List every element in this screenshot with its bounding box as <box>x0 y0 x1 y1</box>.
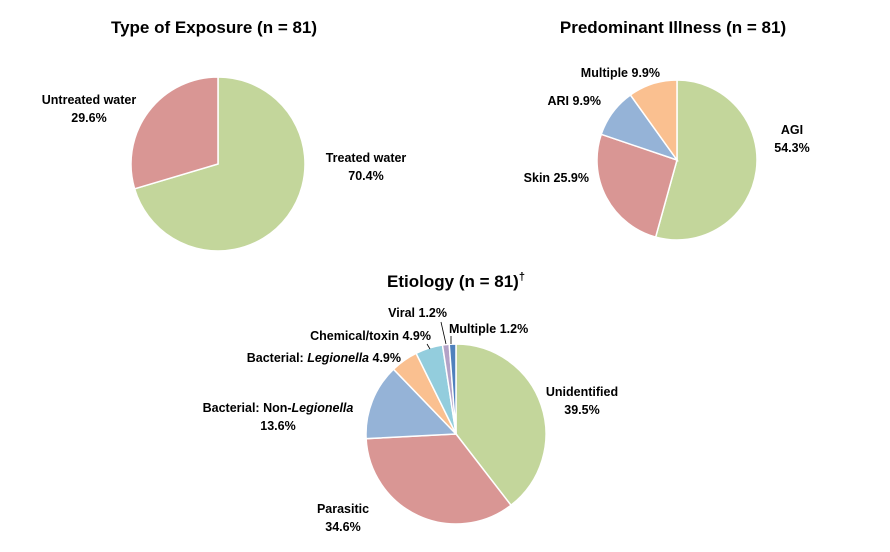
label-agi: AGI 54.3% <box>774 123 809 155</box>
label-treated: Treated water 70.4% <box>326 151 407 183</box>
label-unidentified: Unidentified 39.5% <box>546 385 618 417</box>
pie-slice-multiple <box>629 79 678 163</box>
label-skin: Skin 25.9% <box>524 171 589 185</box>
pie-slice-parasitic <box>365 433 513 525</box>
label-viral: Viral 1.2% <box>388 306 447 320</box>
label-multiple-illness: Multiple 9.9% <box>581 66 660 80</box>
pie-slice-skin <box>596 133 678 239</box>
etiology-title-text: Etiology (n = 81) <box>387 272 519 291</box>
label-chemical: Chemical/toxin 4.9% <box>310 329 431 343</box>
pie-slice-unidentified <box>455 343 547 507</box>
etiology-title-dagger: † <box>519 271 525 283</box>
chart-title-illness: Predominant Illness (n = 81) <box>560 18 786 37</box>
label-ari: ARI 9.9% <box>547 94 601 108</box>
leader-line-chemical <box>426 343 431 350</box>
pie-slice-bacterial-non-legionella <box>365 368 458 440</box>
pie-slice-multiple <box>448 343 457 435</box>
chart-title-exposure: Type of Exposure (n = 81) <box>111 18 317 37</box>
label-untreated: Untreated water 29.6% <box>42 93 137 125</box>
pie-slice-untreated-water <box>130 76 219 190</box>
chart-title-etiology: Etiology (n = 81)† <box>387 271 525 291</box>
label-non-legionella: Bacterial: Non-Legionella 13.6% <box>203 401 354 433</box>
label-parasitic: Parasitic 34.6% <box>317 502 369 534</box>
pie-slice-agi <box>654 79 758 241</box>
label-legionella: Bacterial: Legionella 4.9% <box>247 351 401 365</box>
pie-slice-treated-water <box>133 76 306 252</box>
label-multiple-etiology: Multiple 1.2% <box>449 322 528 336</box>
leader-line-viral <box>440 321 447 345</box>
